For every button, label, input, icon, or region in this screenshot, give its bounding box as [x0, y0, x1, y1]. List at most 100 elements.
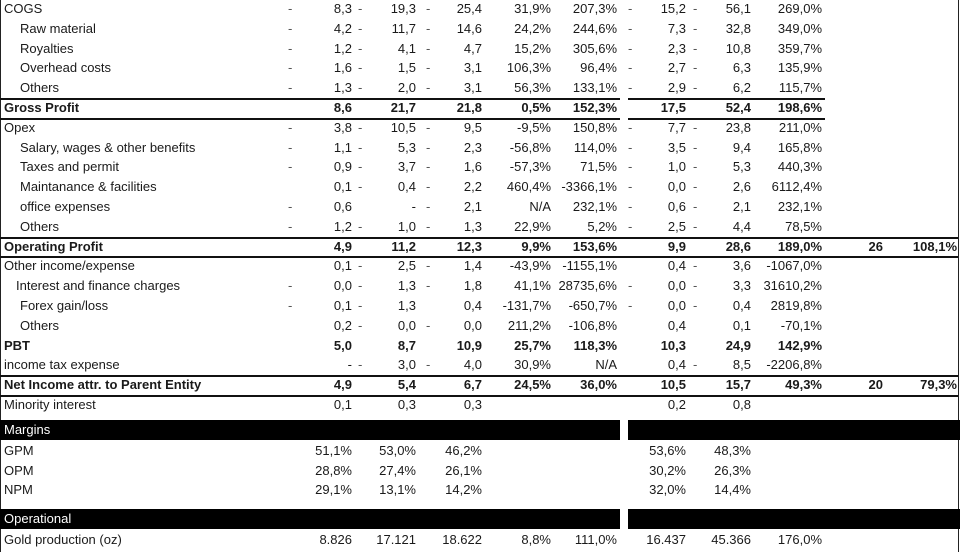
dash-mark: -: [288, 218, 293, 234]
value-cell: 1,6: [333, 60, 352, 76]
value-cell: 51,1%: [315, 442, 352, 458]
operational-row: Gold production (oz) 8.826 17.121 18.622 8,8…: [0, 530, 960, 550]
value-cell: 25,7%: [514, 337, 551, 353]
value-cell: 0,4: [463, 298, 482, 313]
value-cell: 153,6%: [572, 238, 617, 254]
value-cell: -56,8%: [509, 139, 551, 155]
value-cell: 23,8: [725, 119, 751, 135]
row-border: [0, 236, 958, 239]
dash-mark: -: [426, 80, 431, 96]
value-cell: 135,9%: [777, 60, 822, 76]
dash-mark: -: [628, 218, 633, 234]
dash-mark: -: [693, 199, 698, 214]
right-border: [958, 0, 959, 552]
row-label: GPM: [4, 442, 34, 458]
dash-mark: -: [358, 119, 363, 135]
value-cell: -650,7%: [568, 298, 617, 313]
operational-header-label: Operational: [4, 511, 72, 527]
value-cell: 79,3%: [920, 377, 957, 393]
dash-mark: -: [426, 119, 431, 135]
dash-mark: -: [426, 20, 431, 36]
value-cell: 71,5%: [580, 159, 617, 175]
operational-header-right: [628, 509, 960, 530]
value-cell: 53,0%: [379, 442, 416, 458]
value-cell: 9,9: [667, 238, 686, 254]
dash-mark: -: [693, 20, 698, 36]
value-cell: 7,7: [667, 119, 686, 135]
table-row: PBT 5,0 8,7 10,9 25,7% 118,3% 10,3 24,9 142,9%: [0, 336, 960, 356]
margins-header-right: [628, 419, 960, 440]
margin-row: OPM 28,8% 27,4% 26,1% 30,2% 26,3%: [0, 461, 960, 481]
value-cell: -: [411, 199, 416, 214]
value-cell: -131,7%: [502, 298, 551, 313]
dash-mark: -: [628, 179, 633, 195]
value-cell: 0,4: [667, 357, 686, 373]
value-cell: -70,1%: [780, 317, 822, 333]
value-cell: 1,2: [333, 218, 352, 234]
value-cell: 5,0: [333, 337, 352, 353]
table-row: Other income/expense 0,1-2,5-1,4 -43,9% -11…: [0, 256, 960, 276]
table-row: Opex -3,8-10,5-9,5 -9,5% 150,8% -7,7-23,8 211…: [0, 118, 960, 138]
value-cell: -1067,0%: [766, 258, 822, 274]
value-cell: 5,2%: [587, 218, 617, 234]
value-cell: 8,8%: [521, 532, 551, 548]
row-label: office expenses: [20, 199, 111, 214]
row-label: Others: [20, 80, 60, 96]
value-cell: 1,3: [397, 278, 416, 294]
value-cell: 0,1: [333, 298, 352, 313]
dash-mark: -: [693, 80, 698, 96]
value-cell: 2,1: [732, 199, 751, 214]
table-row: Forex gain/loss -0,1-1,3 0,4 -131,7% -650,7%…: [0, 296, 960, 316]
value-cell: 0,4: [732, 298, 751, 313]
value-cell: 6,2: [732, 80, 751, 96]
value-cell: 0,3: [463, 397, 482, 412]
row-label: PBT: [4, 337, 30, 353]
value-cell: 18.622: [442, 532, 482, 548]
value-cell: 29,1%: [315, 482, 352, 498]
value-cell: 3,0: [397, 357, 416, 373]
value-cell: 26: [868, 238, 883, 254]
value-cell: 10,3: [660, 337, 686, 353]
value-cell: 152,3%: [572, 100, 617, 115]
value-cell: 41,1%: [514, 278, 551, 294]
table-row: office expenses -0,6- -2,1 N/A 232,1% -0,6-2,…: [0, 197, 960, 217]
value-cell: 0,9: [333, 159, 352, 175]
value-cell: 22,9%: [514, 218, 551, 234]
dash-mark: -: [693, 159, 698, 175]
dash-mark: -: [426, 258, 431, 274]
value-cell: 32,0%: [649, 482, 686, 498]
value-cell: 1,0: [397, 218, 416, 234]
table-row: Net Income attr. to Parent Entity 4,9 5,4 6…: [0, 375, 960, 395]
dash-mark: -: [693, 357, 698, 373]
dash-mark: -: [628, 159, 633, 175]
value-cell: 108,1%: [912, 238, 957, 254]
table-row: Salary, wages & other benefits -1,1-5,3-2…: [0, 138, 960, 158]
value-cell: 0,4: [667, 317, 686, 333]
table-row: Others -1,2-1,0-1,3 22,9% 5,2% -2,5-4,4 78,5%: [0, 217, 960, 237]
table-row: Minority interest 0,1 0,3 0,3 0,2 0,8: [0, 395, 960, 415]
dash-mark: -: [628, 1, 633, 16]
value-cell: 28,8%: [315, 462, 352, 478]
table-row: Interest and finance charges -0,0-1,3-1,8…: [0, 276, 960, 296]
value-cell: 14,4%: [714, 482, 751, 498]
value-cell: 11,7: [391, 20, 416, 36]
value-cell: 1,3: [397, 298, 416, 313]
value-cell: 0,8: [732, 397, 751, 412]
row-label: Gold production (oz): [4, 532, 122, 548]
value-cell: 4,4: [732, 218, 751, 234]
table-row: Royalties -1,2-4,1-4,7 15,2% 305,6% -2,3-10,…: [0, 39, 960, 59]
value-cell: -1155,1%: [562, 258, 617, 274]
value-cell: 30,2%: [649, 462, 686, 478]
dash-mark: -: [288, 159, 293, 175]
value-cell: -2206,8%: [766, 357, 822, 373]
margin-row: GPM 51,1% 53,0% 46,2% 53,6% 48,3%: [0, 441, 960, 461]
dash-mark: -: [288, 278, 293, 294]
value-cell: 114,0%: [573, 139, 617, 155]
value-cell: 21,8: [456, 100, 482, 115]
value-cell: 1,3: [463, 218, 482, 234]
value-cell: 3,5: [667, 139, 686, 155]
value-cell: 3,1: [463, 60, 482, 76]
margins-header: Margins: [0, 419, 620, 440]
row-label: Taxes and permit: [20, 159, 119, 175]
value-cell: 349,0%: [777, 20, 822, 36]
